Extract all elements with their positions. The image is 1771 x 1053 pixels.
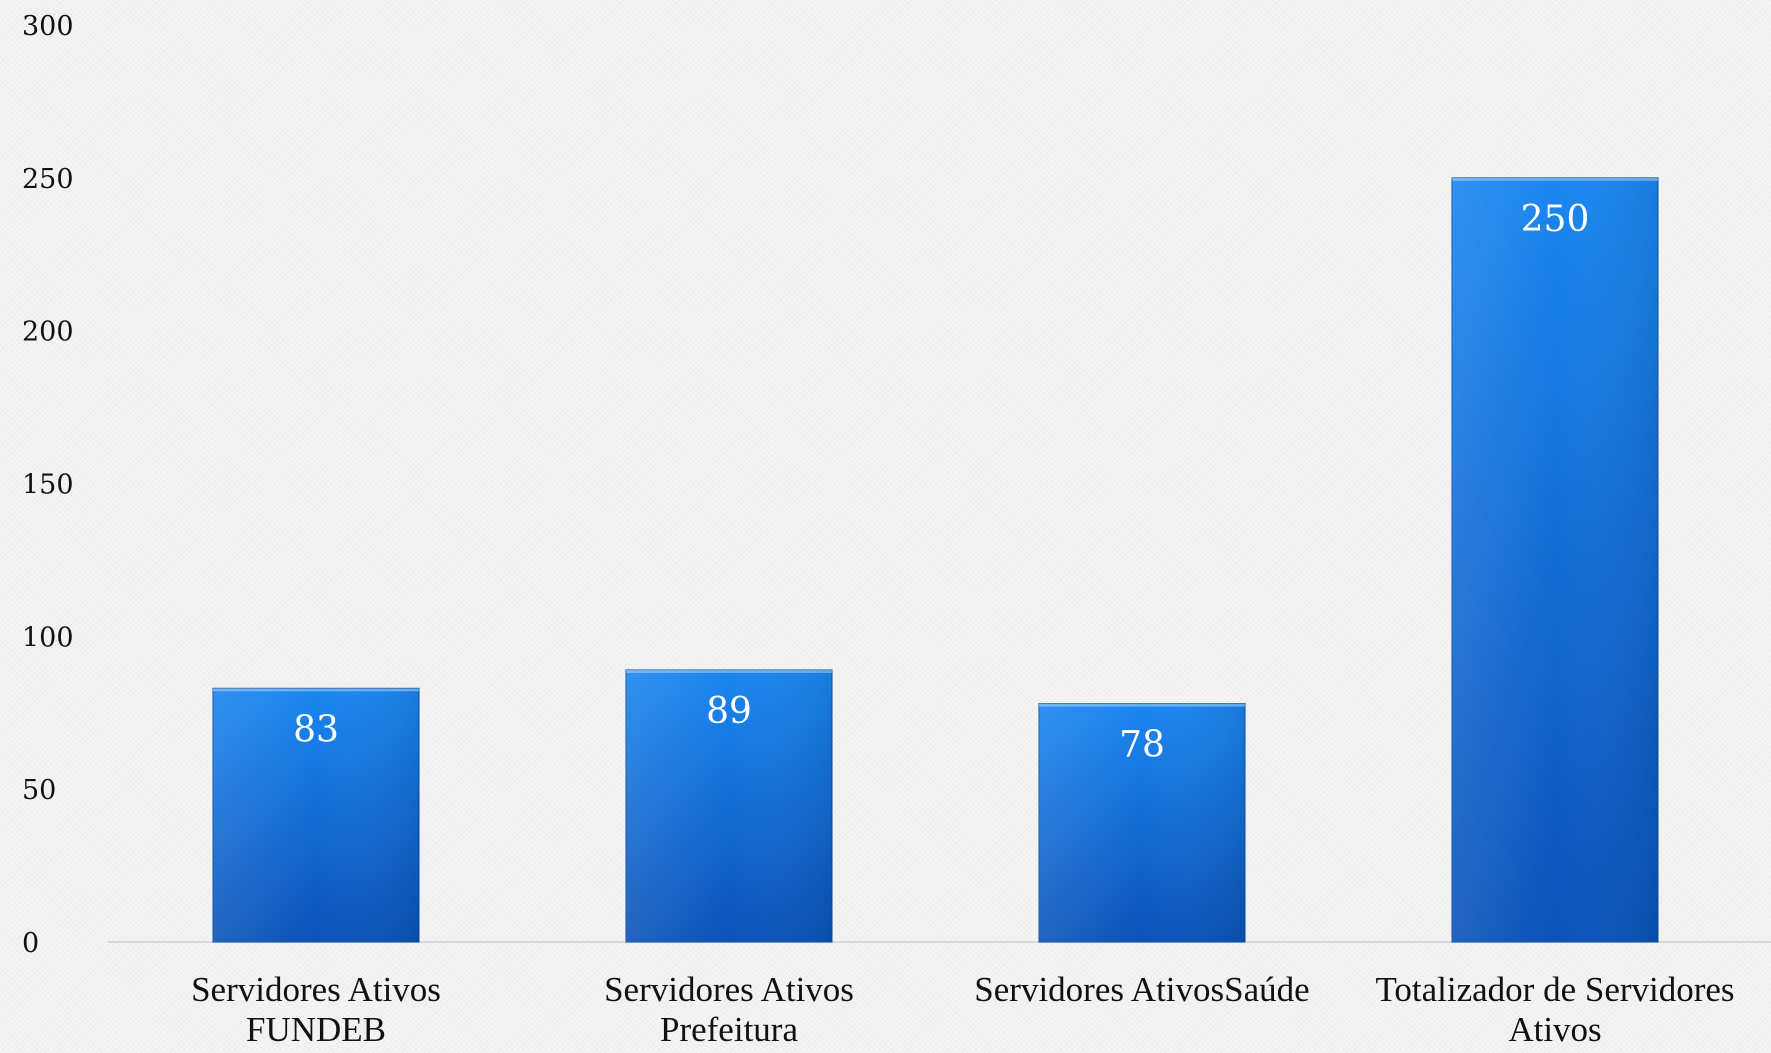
- bar-top-edge: [213, 688, 419, 692]
- y-tick-label: 150: [22, 470, 74, 501]
- y-tick-label: 250: [22, 164, 74, 195]
- data-label: 83: [293, 709, 339, 750]
- bar-sheen: [1452, 177, 1658, 943]
- data-label: 250: [1521, 199, 1590, 240]
- bar-top-edge: [1452, 177, 1658, 181]
- bar-sheen: [626, 669, 832, 942]
- bar-series: [212, 177, 1659, 943]
- x-category-label: Totalizador de Servidores: [1375, 970, 1734, 1009]
- bar-top-edge: [626, 669, 832, 673]
- x-category-label: Servidores Ativos: [191, 970, 441, 1009]
- data-label: 89: [706, 691, 752, 732]
- x-category-label: Servidores Ativos: [604, 970, 854, 1009]
- y-axis-tick-labels: 0 50 100 150 200 250 300: [22, 11, 74, 959]
- y-tick-label: 200: [22, 317, 74, 348]
- x-category-label: Prefeitura: [660, 1010, 798, 1049]
- y-tick-label: 100: [22, 622, 74, 653]
- bar-sheen: [1039, 703, 1245, 942]
- data-label: 78: [1119, 725, 1165, 766]
- y-tick-label: 0: [22, 928, 39, 959]
- y-tick-label: 300: [22, 11, 74, 42]
- data-labels: 83 89 78 250: [293, 199, 1589, 766]
- bar-top-edge: [1039, 703, 1245, 707]
- bar-sheen: [213, 688, 419, 942]
- y-tick-label: 50: [22, 775, 56, 806]
- x-category-label: Ativos: [1508, 1010, 1601, 1049]
- x-category-label: Servidores AtivosSaúde: [974, 970, 1309, 1009]
- x-category-label: FUNDEB: [246, 1010, 386, 1049]
